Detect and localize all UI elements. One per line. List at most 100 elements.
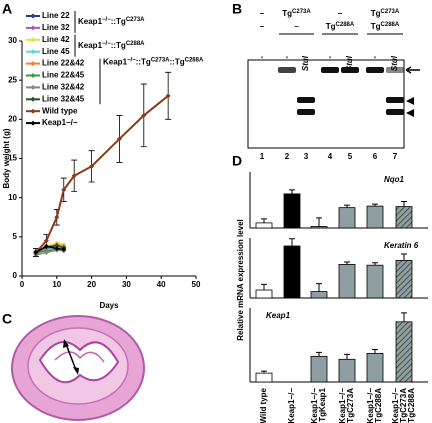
- legend-group-label-part: Keap1: [78, 17, 103, 26]
- gene-label: Nqo1: [384, 175, 405, 184]
- bar: [338, 263, 356, 299]
- gel-header: –: [260, 9, 265, 18]
- gel-band: [386, 67, 404, 73]
- y-tick-label: 25: [8, 75, 17, 84]
- legend-group-label-part: ::Tg: [111, 17, 126, 26]
- legend-marker: [30, 73, 36, 78]
- marker: [165, 93, 171, 99]
- bar: [283, 193, 301, 229]
- error-bar: [344, 204, 350, 208]
- x-tick-label: TgKeap1: [318, 387, 327, 421]
- x-tick-label: Wild type: [259, 387, 268, 423]
- y-tick-label: 0: [13, 271, 18, 280]
- marker: [54, 214, 60, 220]
- legend-marker: [30, 108, 36, 114]
- legend-label: Line 32&42: [42, 83, 85, 92]
- gel-header-part: –: [260, 9, 265, 18]
- gel-header-part: C288A: [336, 22, 355, 28]
- marker: [89, 163, 95, 169]
- legend-group-label: Keap1−/−::TgC273A::TgC288A: [103, 57, 204, 67]
- legend-group-label-part: C273A: [126, 17, 145, 23]
- error-bar: [401, 201, 407, 207]
- legend-marker: [30, 96, 36, 102]
- gel-header-part: Tg: [371, 9, 381, 18]
- marker: [71, 173, 77, 179]
- error-bar: [316, 283, 322, 292]
- bar: [310, 226, 328, 229]
- error-bar: [316, 217, 322, 227]
- x-tick-label: Keap1−/−: [366, 388, 375, 423]
- gel-header: TgC273A: [282, 9, 311, 19]
- line: [35, 245, 64, 254]
- bar: [338, 207, 356, 229]
- panel-label: D: [232, 153, 242, 169]
- bar: [395, 259, 413, 299]
- marker: [43, 238, 49, 244]
- enzyme-label: -: [257, 56, 266, 59]
- x-tick-label: Keap1−/−: [310, 388, 319, 423]
- legend-group-label-part: Keap1: [103, 58, 128, 67]
- error-bar: [261, 283, 267, 290]
- lane-number: 5: [348, 152, 353, 161]
- histology: [11, 315, 145, 421]
- legend-group-label-part: −/−: [102, 40, 111, 46]
- legend-label: Line 42: [42, 35, 70, 44]
- gel-header: –: [294, 22, 299, 31]
- gel-header: –: [260, 22, 265, 31]
- gel-header-part: –: [294, 22, 299, 31]
- error-bar: [401, 253, 407, 261]
- bar: [310, 291, 328, 299]
- x-tick-label: TgC273A: [346, 388, 355, 423]
- bar: [338, 358, 356, 383]
- legend-marker: [30, 25, 36, 31]
- lane-number: 1: [260, 152, 265, 161]
- marker: [116, 136, 122, 142]
- lane-number: 2: [285, 152, 290, 161]
- lane-number: 3: [304, 152, 309, 161]
- legend-group-label-part: C288A: [126, 40, 145, 46]
- legend-label: Line 32: [42, 23, 70, 32]
- y-tick-label: 15: [8, 154, 17, 163]
- gel-header: TgC288A: [371, 22, 400, 32]
- gel-band: [386, 109, 404, 115]
- error-bar: [344, 261, 350, 265]
- legend-group-label-part: Keap1: [78, 41, 103, 50]
- gel-band: [386, 97, 404, 103]
- marker: [54, 246, 60, 252]
- x-tick-label: Keap1−/−: [287, 388, 296, 423]
- legend-group-label: Keap1−/−::TgC288A: [78, 40, 145, 50]
- legend-label: Keap1−/−: [42, 118, 78, 127]
- gel: [247, 59, 420, 149]
- lane-number: 4: [328, 152, 333, 161]
- x-tick-label: 10: [52, 280, 61, 289]
- panel-label: C: [2, 311, 12, 327]
- bar: [366, 352, 384, 383]
- enzyme-label: StuI: [301, 55, 310, 71]
- bar: [255, 289, 273, 299]
- y-tick-label: 30: [8, 36, 17, 45]
- gel-header-part: –: [260, 22, 265, 31]
- gel-band: [341, 67, 359, 73]
- legend-marker: [30, 37, 36, 43]
- gel-band: [366, 67, 384, 73]
- gel-header: –: [338, 9, 343, 18]
- panel-label: A: [2, 1, 12, 17]
- legend-marker: [30, 13, 36, 19]
- bar: [395, 321, 413, 383]
- error-bar: [372, 348, 378, 354]
- legend-label: Line 22&45: [42, 71, 85, 80]
- bar: [310, 355, 328, 383]
- x-tick-label: 40: [157, 280, 166, 289]
- bar: [255, 222, 273, 229]
- error-bar: [289, 189, 295, 194]
- enzyme-label: StuI: [390, 55, 399, 71]
- x-tick-label: 50: [192, 280, 201, 289]
- panel-label: B: [232, 1, 242, 17]
- legend-marker: [30, 84, 36, 90]
- y-axis-label: Body weight (g): [2, 128, 11, 188]
- legend-label: Wild type: [42, 106, 78, 115]
- marker: [141, 112, 147, 118]
- gel-header-part: –: [338, 9, 343, 18]
- gel-header: TgC273A: [371, 9, 400, 19]
